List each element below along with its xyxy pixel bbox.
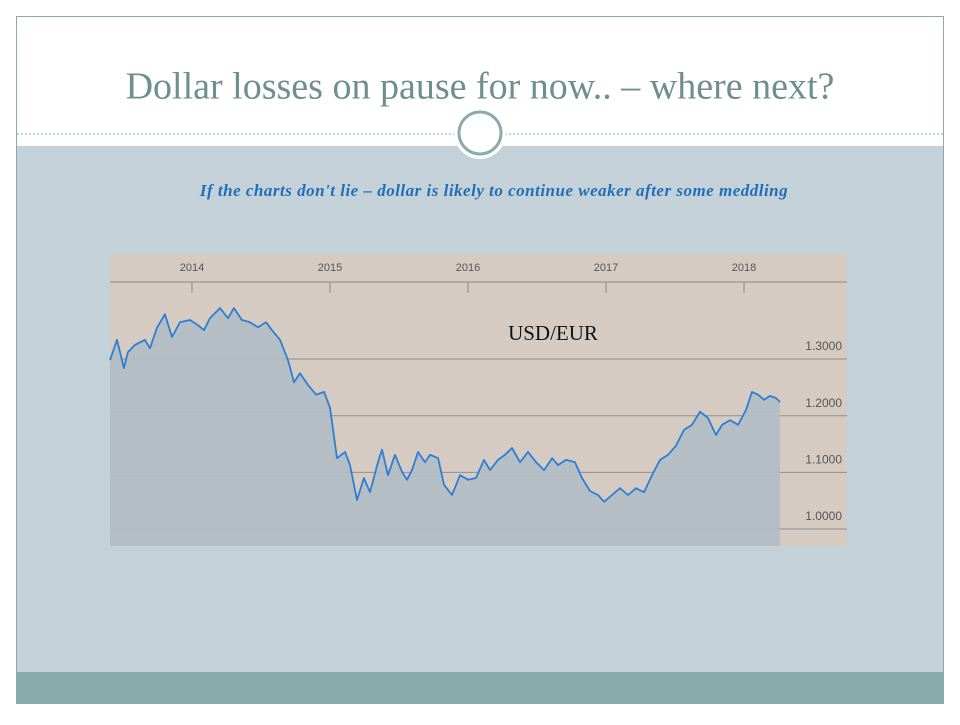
x-tick-label: 2017 — [594, 262, 618, 274]
x-tick-label: 2014 — [180, 262, 204, 274]
y-tick-label: 1.1000 — [805, 453, 842, 467]
slide-subtitle: If the charts don't lie – dollar is like… — [199, 181, 788, 200]
x-tick-label: 2015 — [318, 262, 342, 274]
y-tick-label: 1.3000 — [805, 339, 842, 353]
x-tick-label: 2016 — [456, 262, 480, 274]
plot: USD/EUR 1.0000 1.1000 1.2000 1.3000 2014 2015 2… — [109, 262, 847, 546]
y-tick-label: 1.0000 — [805, 509, 842, 523]
x-tick-label: 2018 — [732, 262, 756, 274]
series-line — [109, 307, 781, 503]
y-tick-label: 1.2000 — [805, 396, 842, 410]
series-area — [110, 308, 781, 546]
series-label: USD/EUR — [508, 321, 598, 345]
divider-ring — [457, 110, 503, 156]
footer-band — [17, 672, 943, 703]
slide-title: Dollar losses on pause for now.. – where… — [126, 66, 835, 108]
